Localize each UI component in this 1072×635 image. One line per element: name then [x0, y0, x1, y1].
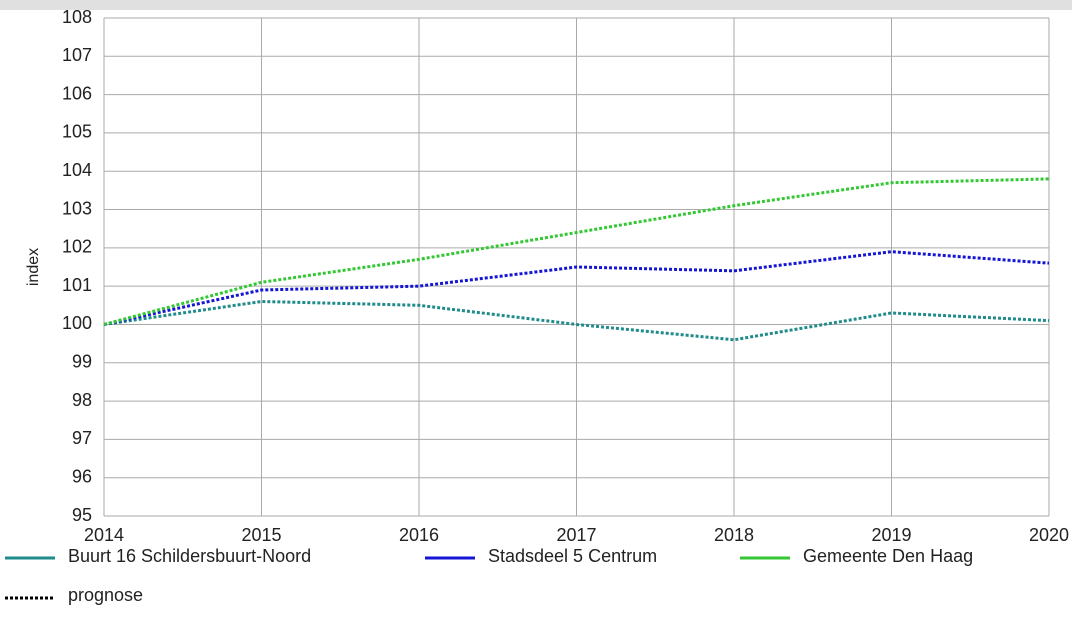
legend-label: Stadsdeel 5 Centrum — [488, 546, 657, 566]
y-tick-label: 108 — [62, 7, 92, 27]
y-tick-label: 102 — [62, 237, 92, 257]
series-line — [103, 299, 1050, 342]
series-line — [103, 250, 1050, 326]
legend-label: Gemeente Den Haag — [803, 546, 973, 566]
x-tick-label: 2015 — [241, 525, 281, 545]
x-tick-label: 2014 — [84, 525, 124, 545]
y-tick-label: 95 — [72, 505, 92, 525]
x-tick-label: 2020 — [1029, 525, 1069, 545]
x-tick-label: 2019 — [871, 525, 911, 545]
series-line — [103, 177, 1050, 326]
y-tick-label: 101 — [62, 275, 92, 295]
y-tick-label: 103 — [62, 198, 92, 218]
y-tick-label: 104 — [62, 160, 92, 180]
x-tick-label: 2016 — [399, 525, 439, 545]
y-tick-label: 106 — [62, 83, 92, 103]
y-tick-label: 98 — [72, 390, 92, 410]
x-tick-label: 2017 — [556, 525, 596, 545]
legend-label: prognose — [68, 585, 143, 605]
top-bar — [0, 0, 1072, 10]
legend-label: Buurt 16 Schildersbuurt-Noord — [68, 546, 311, 566]
y-tick-label: 96 — [72, 466, 92, 486]
y-tick-label: 99 — [72, 352, 92, 372]
y-axis-label: index — [25, 248, 42, 286]
y-tick-label: 97 — [72, 428, 92, 448]
y-tick-label: 100 — [62, 313, 92, 333]
y-tick-label: 107 — [62, 45, 92, 65]
y-tick-label: 105 — [62, 122, 92, 142]
x-tick-label: 2018 — [714, 525, 754, 545]
